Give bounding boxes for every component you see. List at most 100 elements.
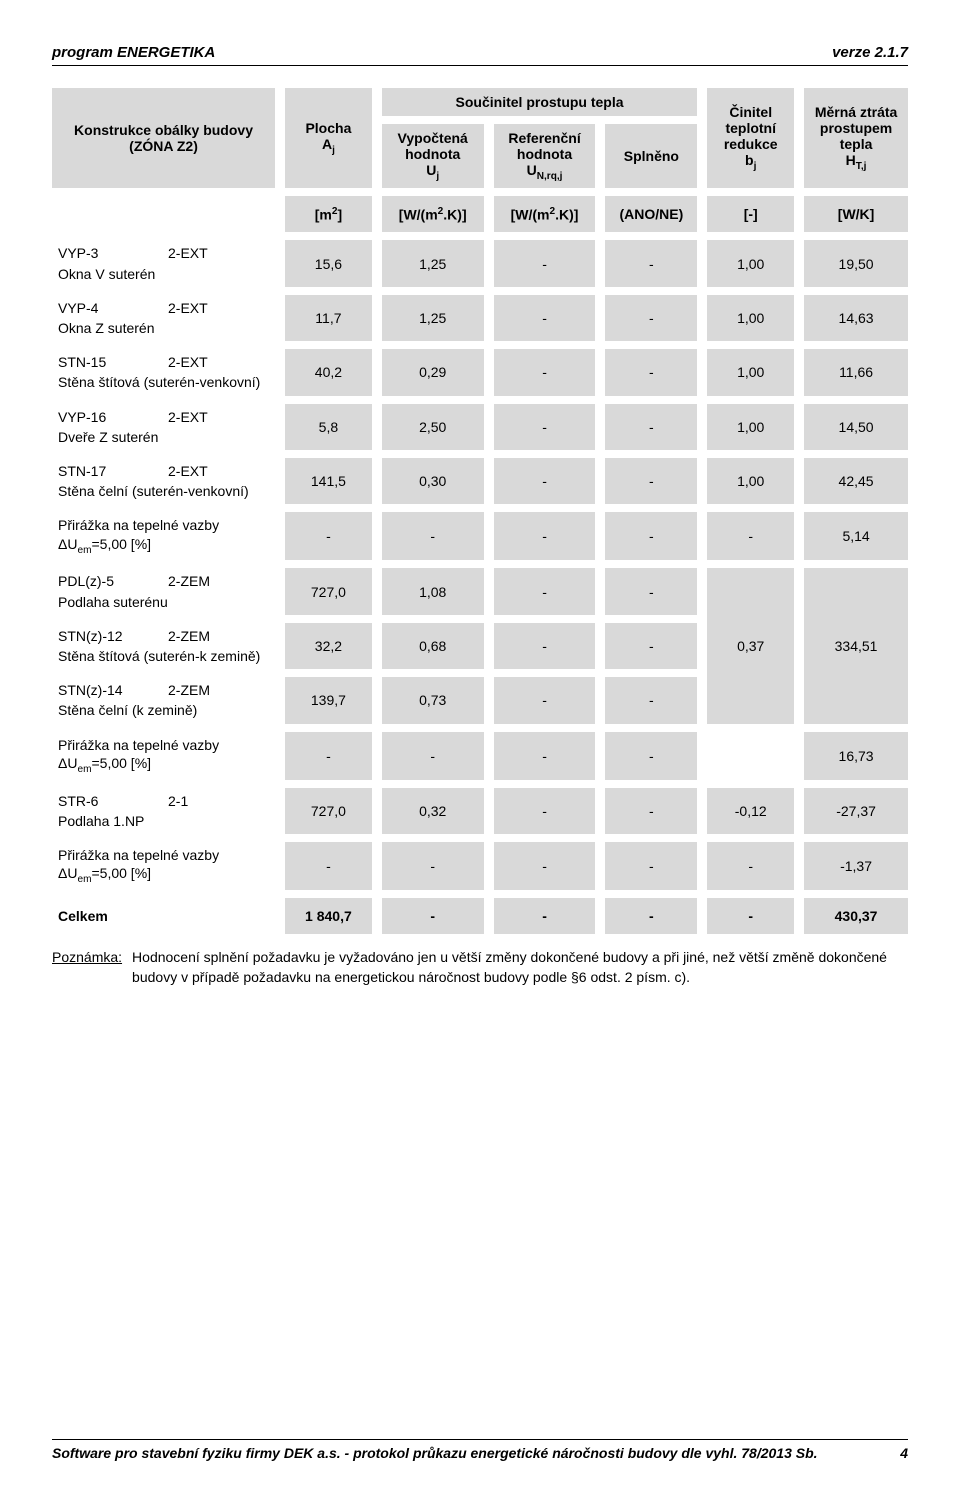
value-cell: 1,08 [382, 568, 484, 614]
value-cell: - [605, 458, 697, 504]
empty-cell [707, 732, 794, 780]
table-row: Přirážka na tepelné vazby ΔUem=5,00 [%]-… [52, 512, 908, 560]
total-row: Celkem1 840,7----430,37 [52, 898, 908, 934]
table-row: VYP-42-EXTOkna Z suterén11,71,25--1,0014… [52, 295, 908, 341]
value-cell: - [605, 512, 697, 560]
value-cell: - [494, 788, 596, 834]
value-cell: 1,00 [707, 240, 794, 286]
value-cell: - [494, 404, 596, 450]
table-row: STR-62-1Podlaha 1.NP727,00,32---0,12-27,… [52, 788, 908, 834]
value-cell: - [605, 898, 697, 934]
value-cell: 0,73 [382, 677, 484, 723]
value-cell: - [605, 568, 697, 614]
value-cell: 2,50 [382, 404, 484, 450]
value-cell: -27,37 [804, 788, 908, 834]
units-blank [52, 196, 275, 233]
row-label: STN-172-EXTStěna čelní (suterén-venkovní… [52, 458, 275, 504]
footer-right: 4 [900, 1445, 908, 1461]
value-cell: - [494, 512, 596, 560]
value-cell: - [707, 512, 794, 560]
value-cell: - [285, 842, 372, 890]
construction-table: Konstrukce obálky budovy(ZÓNA Z2) Plocha… [42, 80, 918, 942]
value-cell: -0,12 [707, 788, 794, 834]
row-label: STN-152-EXTStěna štítová (suterén-venkov… [52, 349, 275, 395]
value-cell: - [382, 732, 484, 780]
value-cell: - [285, 732, 372, 780]
row-label: Přirážka na tepelné vazby ΔUem=5,00 [%] [52, 842, 275, 890]
value-cell: 1,25 [382, 240, 484, 286]
th-area: PlochaAj [285, 88, 372, 188]
row-label: VYP-162-EXTDveře Z suterén [52, 404, 275, 450]
value-cell: 32,2 [285, 623, 372, 669]
page-footer: Software pro stavební fyziku firmy DEK a… [52, 1439, 908, 1461]
value-cell: - [494, 842, 596, 890]
total-label: Celkem [52, 898, 275, 934]
value-cell: - [605, 295, 697, 341]
value-cell: 1,00 [707, 458, 794, 504]
value-cell: 139,7 [285, 677, 372, 723]
th-ref: ReferenčníhodnotaUN,rq,j [494, 124, 596, 188]
value-cell: 1,00 [707, 295, 794, 341]
value-cell: 0,29 [382, 349, 484, 395]
value-cell: - [494, 898, 596, 934]
table-body: VYP-32-EXTOkna V suterén15,61,25--1,0019… [52, 240, 908, 934]
value-cell: - [285, 512, 372, 560]
value-cell: 40,2 [285, 349, 372, 395]
value-cell: - [494, 732, 596, 780]
table-row: VYP-162-EXTDveře Z suterén5,82,50--1,001… [52, 404, 908, 450]
units-wm2k-1: [W/(m2.K)] [382, 196, 484, 233]
units-anone: (ANO/NE) [605, 196, 697, 233]
value-cell: 16,73 [804, 732, 908, 780]
value-cell: - [605, 732, 697, 780]
value-cell: - [707, 898, 794, 934]
table-row: Přirážka na tepelné vazby ΔUem=5,00 [%]-… [52, 732, 908, 780]
th-loss: Měrná ztrátaprostupemteplaHT,j [804, 88, 908, 188]
value-cell: 1,00 [707, 404, 794, 450]
row-label: VYP-42-EXTOkna Z suterén [52, 295, 275, 341]
value-cell: - [605, 349, 697, 395]
row-label: STN(z)-122-ZEMStěna štítová (suterén-k z… [52, 623, 275, 669]
value-cell: - [494, 240, 596, 286]
table-head: Konstrukce obálky budovy(ZÓNA Z2) Plocha… [52, 88, 908, 232]
value-cell: - [382, 842, 484, 890]
value-cell: - [382, 898, 484, 934]
value-cell: 430,37 [804, 898, 908, 934]
value-cell: 15,6 [285, 240, 372, 286]
units-m2: [m2] [285, 196, 372, 233]
value-cell: - [494, 623, 596, 669]
value-cell: 727,0 [285, 788, 372, 834]
row-label: VYP-32-EXTOkna V suterén [52, 240, 275, 286]
value-cell: 42,45 [804, 458, 908, 504]
value-cell: 1,00 [707, 349, 794, 395]
footnote-label: Poznámka: [52, 948, 122, 987]
th-coef-group: Součinitel prostupu tepla [382, 88, 698, 116]
th-construction: Konstrukce obálky budovy(ZÓNA Z2) [52, 88, 275, 188]
units-dash: [-] [707, 196, 794, 233]
table-row: VYP-32-EXTOkna V suterén15,61,25--1,0019… [52, 240, 908, 286]
value-cell: 1,25 [382, 295, 484, 341]
value-cell: - [605, 842, 697, 890]
value-cell: 5,8 [285, 404, 372, 450]
value-cell: - [605, 623, 697, 669]
row-label: Přirážka na tepelné vazby ΔUem=5,00 [%] [52, 732, 275, 780]
value-cell: - [707, 842, 794, 890]
th-calc: VypočtenáhodnotaUj [382, 124, 484, 188]
table-row: STN-152-EXTStěna štítová (suterén-venkov… [52, 349, 908, 395]
units-wm2k-2: [W/(m2.K)] [494, 196, 596, 233]
row-label: STR-62-1Podlaha 1.NP [52, 788, 275, 834]
th-met: Splněno [605, 124, 697, 188]
footnote: Poznámka: Hodnocení splnění požadavku je… [52, 948, 908, 987]
merged-h-cell: 334,51 [804, 568, 908, 723]
value-cell: - [494, 295, 596, 341]
value-cell: - [605, 404, 697, 450]
value-cell: 0,30 [382, 458, 484, 504]
value-cell: 14,63 [804, 295, 908, 341]
table-row: PDL(z)-52-ZEMPodlaha suterénu727,01,08--… [52, 568, 908, 614]
th-reduction: Činitelteplotníredukcebj [707, 88, 794, 188]
value-cell: 11,7 [285, 295, 372, 341]
value-cell: - [605, 677, 697, 723]
value-cell: 19,50 [804, 240, 908, 286]
table-row: Přirážka na tepelné vazby ΔUem=5,00 [%]-… [52, 842, 908, 890]
footer-left: Software pro stavební fyziku firmy DEK a… [52, 1445, 818, 1461]
value-cell: - [494, 349, 596, 395]
